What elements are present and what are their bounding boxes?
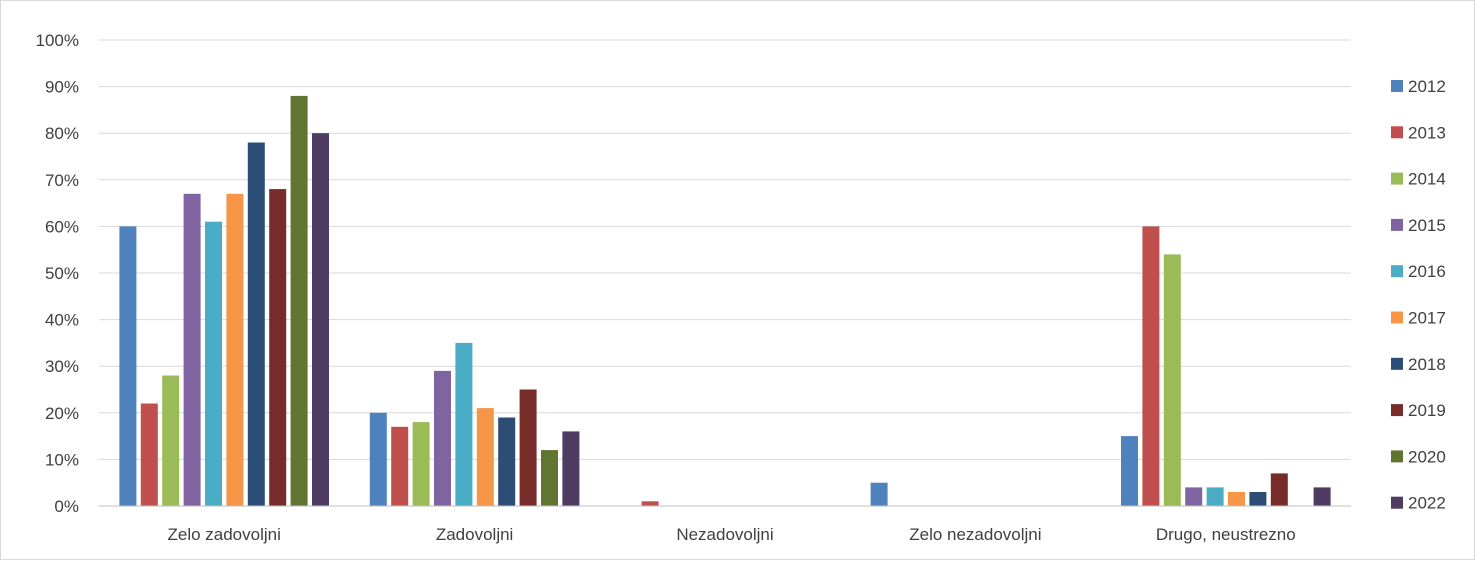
- y-tick-label: 90%: [45, 78, 79, 97]
- legend-label-2014: 2014: [1408, 170, 1446, 189]
- y-tick-label: 60%: [45, 217, 79, 236]
- legend-label-2019: 2019: [1408, 401, 1446, 420]
- bar-2022-5: [1313, 487, 1331, 506]
- legend-label-2020: 2020: [1408, 447, 1446, 466]
- bar-2017-2: [476, 408, 494, 506]
- legend: 2012 2013 2014 2015 2016 2017 2018 2019 2020 2022: [1391, 77, 1446, 513]
- x-category-label: Drugo, neustrezno: [1156, 525, 1296, 544]
- bar-2019-5: [1270, 473, 1288, 506]
- bar-2016-5: [1206, 487, 1224, 506]
- bar-2018-1: [247, 142, 265, 506]
- legend-swatch-2018: [1391, 357, 1403, 370]
- bar-2012-4: [870, 482, 888, 506]
- y-tick-label: 70%: [45, 171, 79, 190]
- bar-2013-5: [1142, 226, 1160, 506]
- legend-label-2012: 2012: [1408, 77, 1446, 96]
- bar-2022-2: [562, 431, 580, 506]
- legend-label-2018: 2018: [1408, 355, 1446, 374]
- bar-2018-2: [498, 417, 516, 506]
- y-tick-label: 100%: [36, 31, 79, 50]
- x-category-label: Zadovoljni: [436, 525, 514, 544]
- bar-2013-2: [391, 426, 409, 506]
- legend-swatch-2022: [1391, 496, 1403, 509]
- bar-2016-1: [205, 221, 222, 506]
- legend-label-2015: 2015: [1408, 216, 1446, 235]
- y-tick-label: 80%: [45, 124, 79, 143]
- x-axis: Zelo zadovoljni Zadovoljni Nezadovoljni Zel…: [99, 505, 1351, 544]
- y-axis: 0% 10% 20% 30% 40% 50% 60% 70% 80% 90% 100%: [36, 31, 79, 516]
- y-tick-label: 40%: [45, 311, 79, 330]
- gridlines: [99, 39, 1351, 460]
- x-category-label: Zelo zadovoljni: [167, 525, 280, 544]
- legend-swatch-2017: [1391, 311, 1403, 324]
- legend-swatch-2015: [1391, 218, 1403, 231]
- y-tick-label: 50%: [45, 264, 79, 283]
- bar-2013-1: [140, 403, 158, 506]
- bar-2014-5: [1163, 254, 1181, 506]
- legend-label-2016: 2016: [1408, 262, 1446, 281]
- legend-label-2017: 2017: [1408, 309, 1446, 328]
- legend-swatch-2014: [1391, 172, 1403, 185]
- legend-label-2013: 2013: [1408, 123, 1446, 142]
- y-tick-label: 10%: [45, 450, 79, 469]
- bar-2019-2: [519, 389, 537, 506]
- bar-2015-5: [1185, 487, 1203, 506]
- bar-2020-2: [541, 450, 558, 506]
- legend-swatch-2013: [1391, 126, 1403, 139]
- y-tick-label: 20%: [45, 404, 79, 423]
- bar-2012-5: [1121, 436, 1138, 506]
- legend-label-2022: 2022: [1408, 494, 1446, 513]
- bar-2019-1: [269, 189, 287, 506]
- bar-2013-3: [641, 501, 659, 506]
- bar-2017-1: [226, 193, 244, 507]
- bar-2015-2: [434, 370, 451, 506]
- bars: [119, 95, 1331, 507]
- bar-2014-1: [162, 375, 180, 506]
- bar-2012-2: [369, 412, 387, 506]
- bar-2022-1: [312, 133, 329, 506]
- bar-2014-2: [412, 422, 430, 506]
- legend-swatch-2019: [1391, 404, 1403, 417]
- x-category-label: Zelo nezadovoljni: [909, 525, 1041, 544]
- y-tick-label: 0%: [54, 497, 79, 516]
- legend-swatch-2016: [1391, 265, 1403, 278]
- bar-2018-5: [1249, 492, 1267, 506]
- bar-2012-1: [119, 226, 137, 506]
- bar-2016-2: [455, 342, 473, 506]
- x-category-label: Nezadovoljni: [676, 525, 773, 544]
- legend-swatch-2012: [1391, 80, 1403, 92]
- bar-2017-5: [1228, 492, 1245, 506]
- y-tick-label: 30%: [45, 357, 79, 376]
- bar-2020-1: [290, 95, 308, 507]
- legend-swatch-2020: [1391, 450, 1403, 463]
- bar-2015-1: [183, 193, 201, 507]
